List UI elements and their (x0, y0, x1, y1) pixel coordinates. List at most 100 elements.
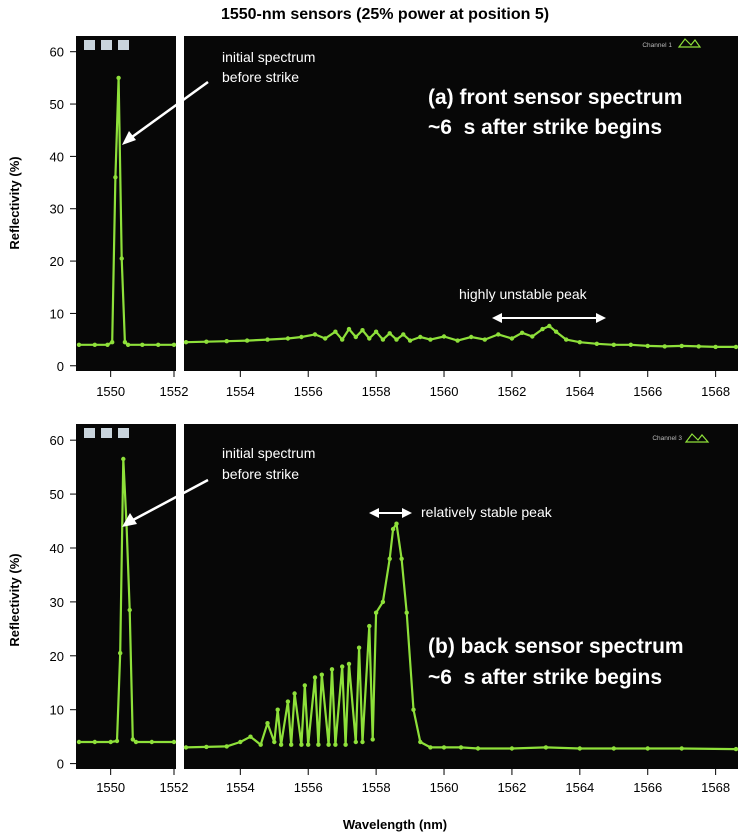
data-point (92, 739, 98, 745)
data-point (679, 746, 684, 751)
data-point (540, 326, 545, 332)
x-tick-label: 1550 (96, 384, 125, 399)
y-tick-label: 40 (50, 541, 64, 556)
data-point (411, 707, 416, 712)
data-point (547, 323, 552, 329)
y-axis-label: Reflectivity (%) (7, 553, 22, 646)
annotation-stable-peak: relatively stable peak (421, 504, 553, 520)
data-point (133, 739, 139, 745)
y-tick-label: 10 (50, 703, 64, 718)
data-point (611, 746, 616, 751)
data-point (299, 742, 304, 747)
data-point (127, 607, 132, 613)
data-point (299, 334, 304, 340)
channel-label: Channel 1 (642, 42, 672, 49)
y-tick-label: 20 (50, 649, 64, 664)
data-point (733, 746, 739, 752)
data-point (116, 75, 121, 81)
data-point (394, 521, 399, 526)
y-tick-label: 40 (50, 149, 64, 164)
data-point (312, 675, 318, 680)
data-point (76, 342, 82, 347)
y-tick-label: 30 (50, 202, 64, 217)
data-point (370, 737, 375, 742)
annotation-initial-line2: before strike (222, 69, 299, 85)
y-tick-label: 60 (50, 45, 64, 60)
data-point (204, 744, 209, 750)
data-point (458, 745, 464, 750)
data-point (475, 746, 481, 751)
data-point (114, 738, 120, 744)
data-point (319, 672, 324, 677)
data-point (108, 739, 113, 745)
data-point (418, 739, 423, 745)
panel-subtitle: ~6 s after strike begins (428, 666, 662, 689)
data-point (323, 336, 328, 341)
data-point (224, 744, 229, 749)
x-tick-label: 1554 (226, 780, 255, 795)
data-point (645, 343, 650, 349)
data-point (122, 340, 128, 345)
x-tick-label: 1560 (430, 780, 459, 795)
data-point (530, 334, 535, 339)
x-tick-label: 1552 (160, 780, 189, 795)
data-point (289, 742, 294, 747)
data-point (238, 739, 243, 745)
data-point (285, 336, 291, 341)
data-point (343, 742, 348, 747)
data-point (367, 623, 372, 629)
x-tick-label: 1564 (565, 384, 594, 399)
data-point (149, 739, 154, 745)
screen-left-b (76, 424, 176, 769)
data-point (316, 742, 321, 747)
data-point (248, 734, 253, 739)
x-tick-label: 1552 (160, 384, 189, 399)
data-point (380, 337, 386, 342)
data-point (482, 337, 487, 342)
data-point (204, 339, 209, 344)
data-point (326, 742, 331, 747)
initial-spectrum-line (79, 457, 174, 744)
data-point (121, 456, 126, 462)
data-point (333, 329, 338, 334)
data-point (418, 334, 423, 340)
y-tick-label: 60 (50, 433, 64, 448)
data-point (76, 739, 82, 745)
data-point (441, 334, 447, 339)
annotation-initial-line1: initial spectrum (222, 49, 315, 65)
data-point (519, 330, 525, 335)
panel-a: Channel 1 Reflectivity (%) 0 10 20 30 40 50 60… (7, 36, 739, 399)
data-point (171, 739, 177, 745)
figure-title: 1550-nm sensors (25% power at position 5… (221, 6, 549, 23)
toolbar-icon-2 (101, 428, 112, 438)
data-point (110, 340, 115, 345)
data-point (183, 340, 189, 345)
data-point (553, 329, 559, 334)
data-point (645, 746, 650, 751)
x-tick-label: 1564 (565, 780, 594, 795)
x-axis-label: Wavelength (nm) (343, 817, 447, 832)
data-point (275, 707, 280, 712)
data-point (509, 746, 515, 751)
data-point (113, 175, 118, 180)
data-point (356, 645, 362, 650)
y-axis-label: Reflectivity (%) (7, 156, 22, 249)
data-point (577, 340, 582, 345)
data-point (679, 343, 684, 349)
channel-label: Channel 3 (652, 435, 682, 442)
data-point (346, 661, 352, 667)
x-tick-label: 1568 (701, 780, 730, 795)
screen-right-a (184, 36, 738, 371)
panel-subtitle: ~6 s after strike begins (428, 116, 662, 139)
data-point (285, 699, 291, 704)
data-point (496, 332, 501, 337)
data-point (441, 745, 447, 750)
double-arrow-unstable (492, 313, 606, 323)
data-point (469, 334, 474, 340)
data-point (428, 337, 433, 342)
panel-b: Channel 3 Reflectivity (%) 0 10 20 30 40 50 60… (7, 424, 739, 795)
data-point (265, 337, 270, 342)
x-tick-label: 1562 (497, 780, 526, 795)
y-tick-label: 50 (50, 487, 64, 502)
toolbar-icon-3 (118, 40, 129, 50)
